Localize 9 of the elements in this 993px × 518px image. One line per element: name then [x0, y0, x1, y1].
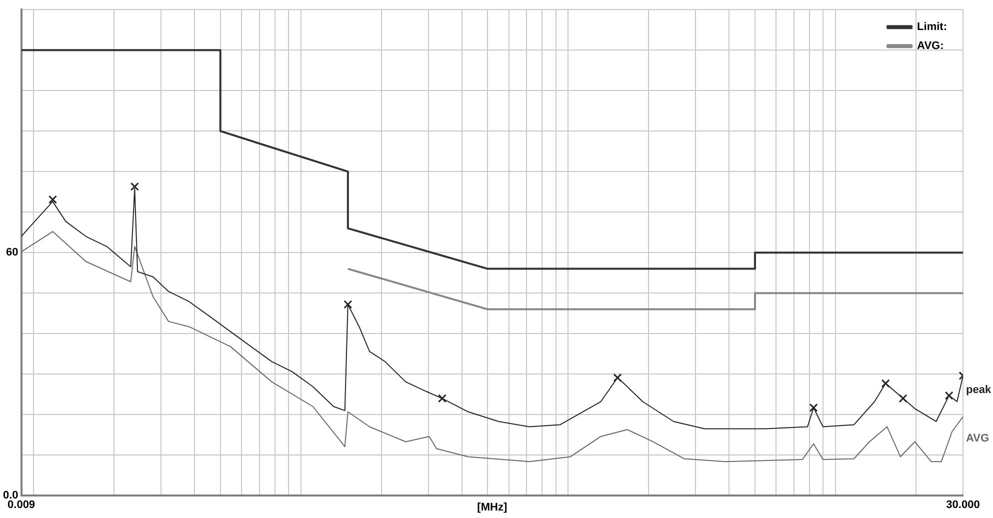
y-tick-label: 0.0 [2, 490, 18, 502]
x-tick-label: 0.009 [8, 499, 36, 512]
series-label: AVG [966, 432, 990, 444]
legend-label: AVG: [917, 40, 944, 52]
legend-label: Limit: [917, 21, 948, 34]
x-axis-title: [MHz] [477, 501, 508, 514]
y-tick-label: 60 [6, 246, 18, 259]
x-tick-label: 30.000 [946, 499, 980, 512]
series-label: peak [966, 384, 992, 396]
